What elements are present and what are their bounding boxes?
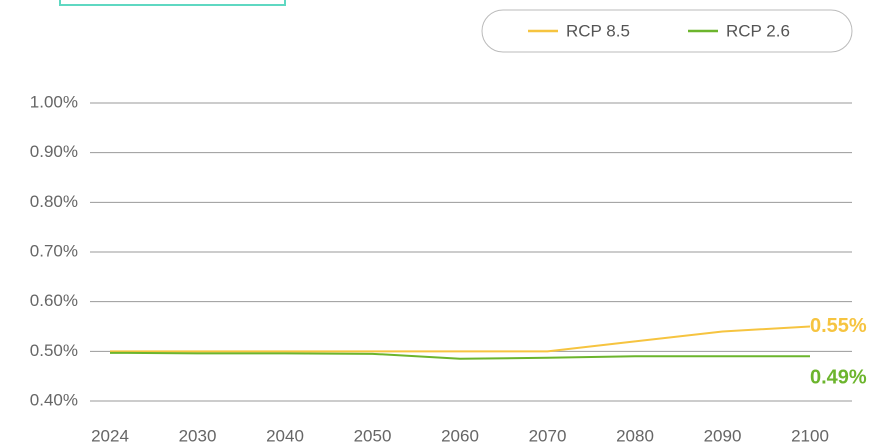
x-tick-label: 2080 (616, 426, 654, 445)
data-label: 0.55% (810, 315, 867, 337)
x-tick-label: 2060 (441, 426, 479, 445)
y-tick-label: 0.90% (30, 142, 78, 161)
legend-label: RCP 2.6 (726, 21, 790, 40)
x-tick-label: 2040 (266, 426, 304, 445)
y-tick-label: 1.00% (30, 92, 78, 111)
x-tick-label: 2050 (354, 426, 392, 445)
y-tick-label: 0.60% (30, 291, 78, 310)
x-tick-label: 2030 (179, 426, 217, 445)
x-tick-label: 2070 (529, 426, 567, 445)
series-line (109, 351, 810, 360)
series-line (110, 325, 811, 353)
tab-border (59, 0, 286, 6)
y-tick-label: 0.70% (30, 241, 78, 260)
data-label: 0.49% (810, 367, 867, 389)
legend-label: RCP 8.5 (566, 21, 630, 40)
x-tick-label: 2100 (791, 426, 829, 445)
x-tick-label: 2024 (91, 426, 129, 445)
y-tick-label: 0.50% (30, 341, 78, 360)
x-tick-label: 2090 (704, 426, 742, 445)
y-tick-label: 0.40% (30, 390, 78, 409)
legend-box (481, 9, 853, 53)
y-tick-label: 0.80% (30, 192, 78, 211)
